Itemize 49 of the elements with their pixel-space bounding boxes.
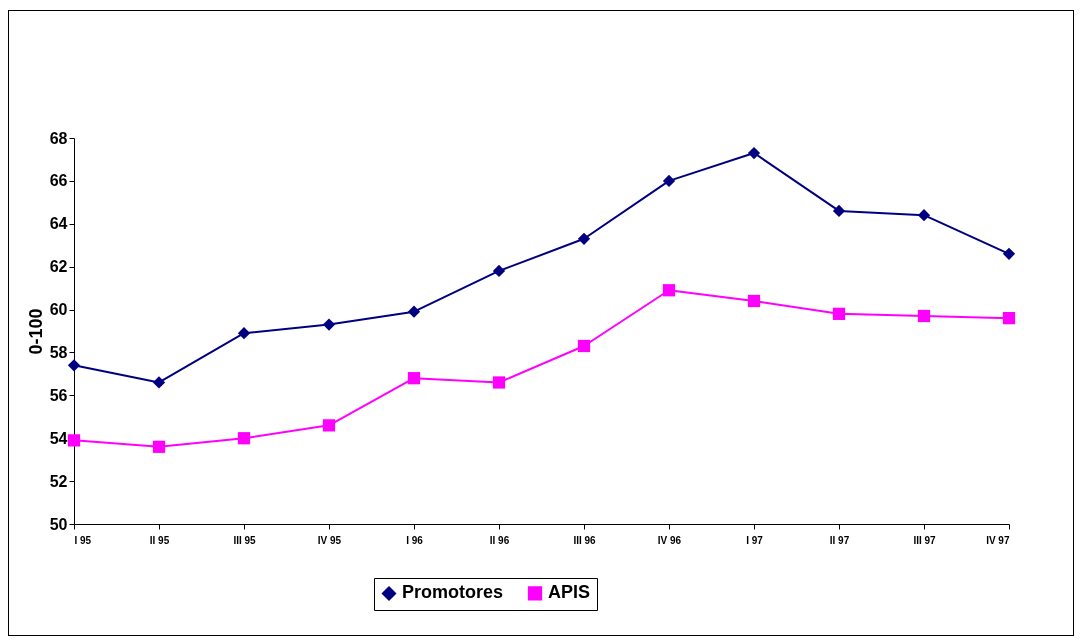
y-axis-title: 0-100 xyxy=(25,308,46,355)
point xyxy=(322,318,336,331)
y-tick-label: 56 xyxy=(49,386,68,404)
x-tick-label: III 96 xyxy=(573,534,597,546)
point xyxy=(917,309,931,323)
y-tick-label: 58 xyxy=(49,343,68,361)
legend-label: APIS xyxy=(548,582,591,603)
x-tick-label: I 96 xyxy=(406,534,424,546)
point xyxy=(322,419,336,432)
point xyxy=(1002,247,1016,260)
x-tick-label: II 96 xyxy=(489,534,510,546)
y-tick-label: 54 xyxy=(49,429,68,447)
point xyxy=(577,339,591,353)
point xyxy=(492,264,506,278)
point xyxy=(747,294,761,308)
point xyxy=(237,432,251,445)
point xyxy=(67,359,81,372)
point xyxy=(237,327,251,340)
point xyxy=(917,209,931,222)
x-tick-label: III 97 xyxy=(913,534,937,546)
point xyxy=(152,440,166,453)
point xyxy=(662,284,676,297)
x-tick-label: IV 96 xyxy=(657,534,682,546)
y-tick-label: 62 xyxy=(49,258,68,276)
legend-label: Promotores xyxy=(402,582,504,603)
point xyxy=(832,204,846,218)
x-tick-label: III 95 xyxy=(233,534,257,546)
x-tick-label: IV 95 xyxy=(317,534,342,546)
x-tick-label: I 97 xyxy=(746,534,764,546)
x-tick-label: IV 97 xyxy=(986,534,1010,546)
y-tick-label: 50 xyxy=(49,515,68,533)
point xyxy=(492,376,506,389)
point xyxy=(662,174,676,188)
y-tick-label: 66 xyxy=(49,172,68,190)
point xyxy=(832,307,846,320)
point xyxy=(67,434,81,447)
point xyxy=(407,372,421,385)
y-tick-label: 68 xyxy=(49,129,68,147)
y-tick-label: 64 xyxy=(49,215,68,233)
x-tick-label: II 97 xyxy=(829,534,850,546)
point xyxy=(577,232,591,245)
x-tick-label: I 95 xyxy=(74,534,92,546)
x-tick-label: II 95 xyxy=(149,534,170,546)
point xyxy=(152,376,166,389)
point xyxy=(407,305,421,318)
y-tick-label: 52 xyxy=(49,472,68,490)
point xyxy=(1002,312,1016,325)
point xyxy=(747,146,761,160)
y-tick-label: 60 xyxy=(49,301,68,319)
